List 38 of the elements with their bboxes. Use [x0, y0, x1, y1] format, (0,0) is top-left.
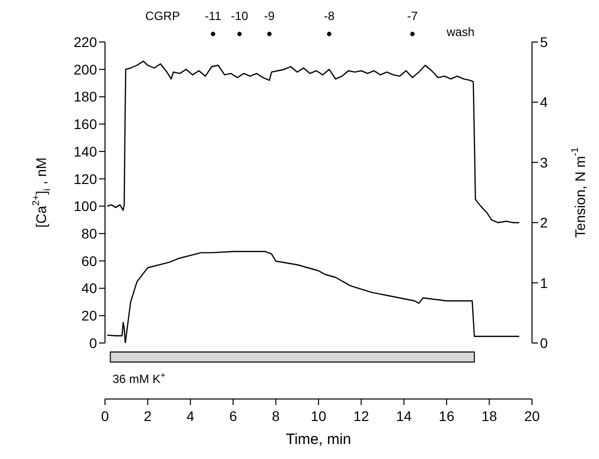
y2-tick-label: 3	[540, 154, 548, 170]
y2-tick-label: 0	[540, 334, 548, 351]
y-tick-label: 140	[74, 143, 98, 160]
text: -7	[407, 9, 418, 23]
y-tick-label: 60	[81, 252, 98, 269]
x-tick-label: 8	[272, 408, 280, 424]
y-tick-label: 120	[74, 170, 98, 187]
y-tick-label: 200	[74, 61, 98, 78]
x-tick-label: 12	[353, 408, 370, 424]
y-tick-label: 0	[89, 334, 98, 351]
y-tick-label: 220	[74, 34, 98, 50]
x-tick-label: 20	[524, 408, 540, 424]
y2-tick-label: 5	[540, 34, 548, 50]
y2-tick-label: 2	[540, 214, 548, 231]
y-tick-label: 20	[81, 308, 98, 324]
y-tick-label: 100	[74, 198, 98, 214]
x-tick-label: 14	[396, 408, 412, 424]
x-tick-label: 16	[438, 408, 455, 424]
x-tick-label: 10	[310, 408, 326, 424]
y-tick-label: 160	[74, 116, 98, 132]
y-tick-label: 80	[81, 226, 98, 242]
text: 36 mM K$^{+}$	[112, 370, 166, 386]
text: -9	[264, 9, 276, 23]
x-tick-label: 6	[229, 408, 238, 424]
x-tick-label: 4	[186, 408, 194, 424]
y2-tick-label: 4	[540, 94, 548, 110]
text: wash	[446, 25, 475, 39]
y2-tick-label: 1	[540, 274, 548, 291]
text: -10	[230, 9, 249, 23]
x-tick-label: 0	[101, 408, 110, 424]
text: CGRP	[145, 9, 180, 23]
y-tick-label: 180	[74, 88, 98, 105]
x-axis-title: Time, min	[286, 431, 352, 448]
y-tick-label: 40	[81, 280, 98, 296]
text: -8	[324, 9, 335, 23]
x-tick-label: 18	[482, 408, 498, 424]
x-tick-label: 2	[144, 408, 152, 424]
text: -11	[204, 9, 222, 23]
